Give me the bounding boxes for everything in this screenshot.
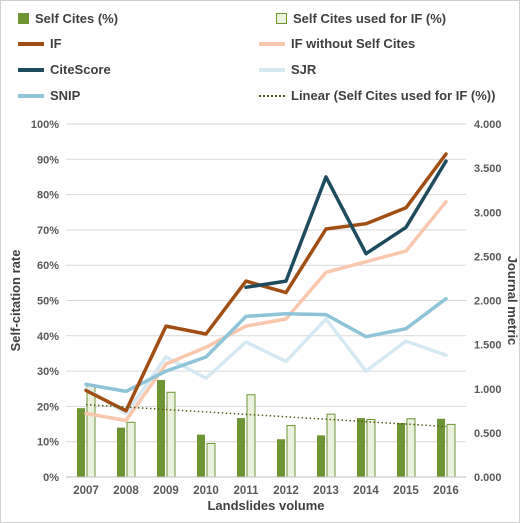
y-right-tick-label: 4.000 — [474, 119, 502, 131]
x-tick-label: 2008 — [113, 485, 139, 497]
bar-self-cites-if — [206, 442, 216, 478]
x-tick-label: 2010 — [193, 485, 219, 497]
legend-self-cites: Self Cites (%) — [18, 11, 118, 26]
legend-label-linear: Linear (Self Cites used for IF (%)) — [291, 88, 496, 103]
legend-swatch-linear — [259, 94, 285, 97]
bar-self-cites-if — [406, 418, 416, 478]
y-left-tick-label: 90% — [37, 154, 59, 166]
y-right-tick-label: 0.000 — [474, 472, 502, 484]
y-right-axis-title: Journal metric — [505, 256, 520, 346]
y-left-tick-label: 60% — [37, 260, 59, 272]
legend-swatch-if-without — [259, 41, 285, 46]
x-tick-label: 2015 — [393, 485, 419, 497]
x-tick-label: 2016 — [433, 485, 459, 497]
y-right-tick-label: 2.000 — [474, 296, 502, 308]
bar-self-cites — [277, 439, 285, 477]
x-tick-label: 2007 — [73, 485, 99, 497]
bar-self-cites-if — [286, 424, 296, 478]
legend-swatch-citescore — [18, 67, 44, 72]
bar-self-cites — [317, 435, 325, 477]
legend-label-if-without: IF without Self Cites — [291, 36, 416, 51]
bar-self-cites-if — [126, 421, 136, 478]
legend-swatch-self-cites — [18, 13, 29, 24]
bar-self-cites-if — [86, 384, 96, 478]
legend-label-citescore: CiteScore — [50, 62, 111, 77]
bar-self-cites — [397, 422, 405, 477]
x-tick-label: 2014 — [353, 485, 379, 497]
bar-self-cites — [77, 408, 85, 477]
y-left-tick-label: 40% — [37, 331, 59, 343]
bar-self-cites — [117, 427, 125, 477]
y-right-tick-label: 1.000 — [474, 384, 502, 396]
y-right-tick-label: 0.500 — [474, 428, 502, 440]
legend-swatch-if — [18, 41, 44, 46]
x-axis-title: Landslides volume — [207, 498, 324, 513]
bar-self-cites — [157, 379, 165, 477]
y-right-tick-label: 2.500 — [474, 251, 502, 263]
line-snip — [84, 296, 448, 394]
bar-self-cites-if — [166, 391, 176, 478]
y-right-tick-label: 3.500 — [474, 163, 502, 175]
bar-self-cites-if — [366, 418, 376, 478]
bar-self-cites — [197, 434, 205, 477]
legend-swatch-sjr — [259, 67, 285, 72]
legend-label-if: IF — [50, 36, 62, 51]
bar-self-cites-if — [446, 423, 456, 478]
y-left-tick-label: 50% — [37, 296, 59, 308]
y-left-tick-label: 10% — [37, 437, 59, 449]
y-right-tick-label: 3.000 — [474, 207, 502, 219]
legend-label-self-cites: Self Cites (%) — [35, 11, 119, 26]
line-sjr — [84, 317, 448, 416]
legend-linear: Linear (Self Cites used for IF (%)) — [259, 88, 495, 103]
legend-label-self-cites-if: Self Cites used for IF (%) — [293, 11, 447, 26]
bar-self-cites — [357, 418, 365, 477]
legend-snip: SNIP — [18, 88, 80, 103]
legend-swatch-snip — [18, 93, 44, 98]
line-if-without — [84, 199, 448, 423]
y-left-tick-label: 30% — [37, 366, 59, 378]
y-left-tick-label: 70% — [37, 225, 59, 237]
legend-label-snip: SNIP — [50, 88, 81, 103]
x-tick-label: 2009 — [153, 485, 179, 497]
legend-citescore: CiteScore — [18, 62, 111, 77]
legend-if-without: IF without Self Cites — [259, 36, 415, 51]
y-right-tick-label: 1.500 — [474, 340, 502, 352]
x-tick-label: 2011 — [234, 485, 260, 497]
legend-swatch-self-cites-if — [276, 13, 287, 24]
y-left-axis-title: Self-citation rate — [8, 250, 23, 352]
trendline-linear — [85, 403, 447, 428]
line-if — [84, 152, 448, 413]
y-left-tick-label: 0% — [43, 472, 59, 484]
legend-sjr: SJR — [259, 62, 316, 77]
legend-if: IF — [18, 36, 62, 51]
legend-label-sjr: SJR — [291, 62, 317, 77]
y-left-tick-label: 20% — [37, 401, 59, 413]
bar-self-cites-if — [326, 413, 336, 478]
bar-self-cites — [437, 418, 445, 477]
y-left-tick-label: 100% — [31, 119, 59, 131]
legend-self-cites-if: Self Cites used for IF (%) — [276, 11, 446, 26]
y-left-tick-label: 80% — [37, 190, 59, 202]
x-tick-label: 2012 — [273, 485, 299, 497]
x-tick-label: 2013 — [313, 485, 339, 497]
line-citescore — [244, 159, 448, 290]
bar-self-cites — [237, 418, 245, 477]
bar-self-cites-if — [246, 394, 256, 478]
